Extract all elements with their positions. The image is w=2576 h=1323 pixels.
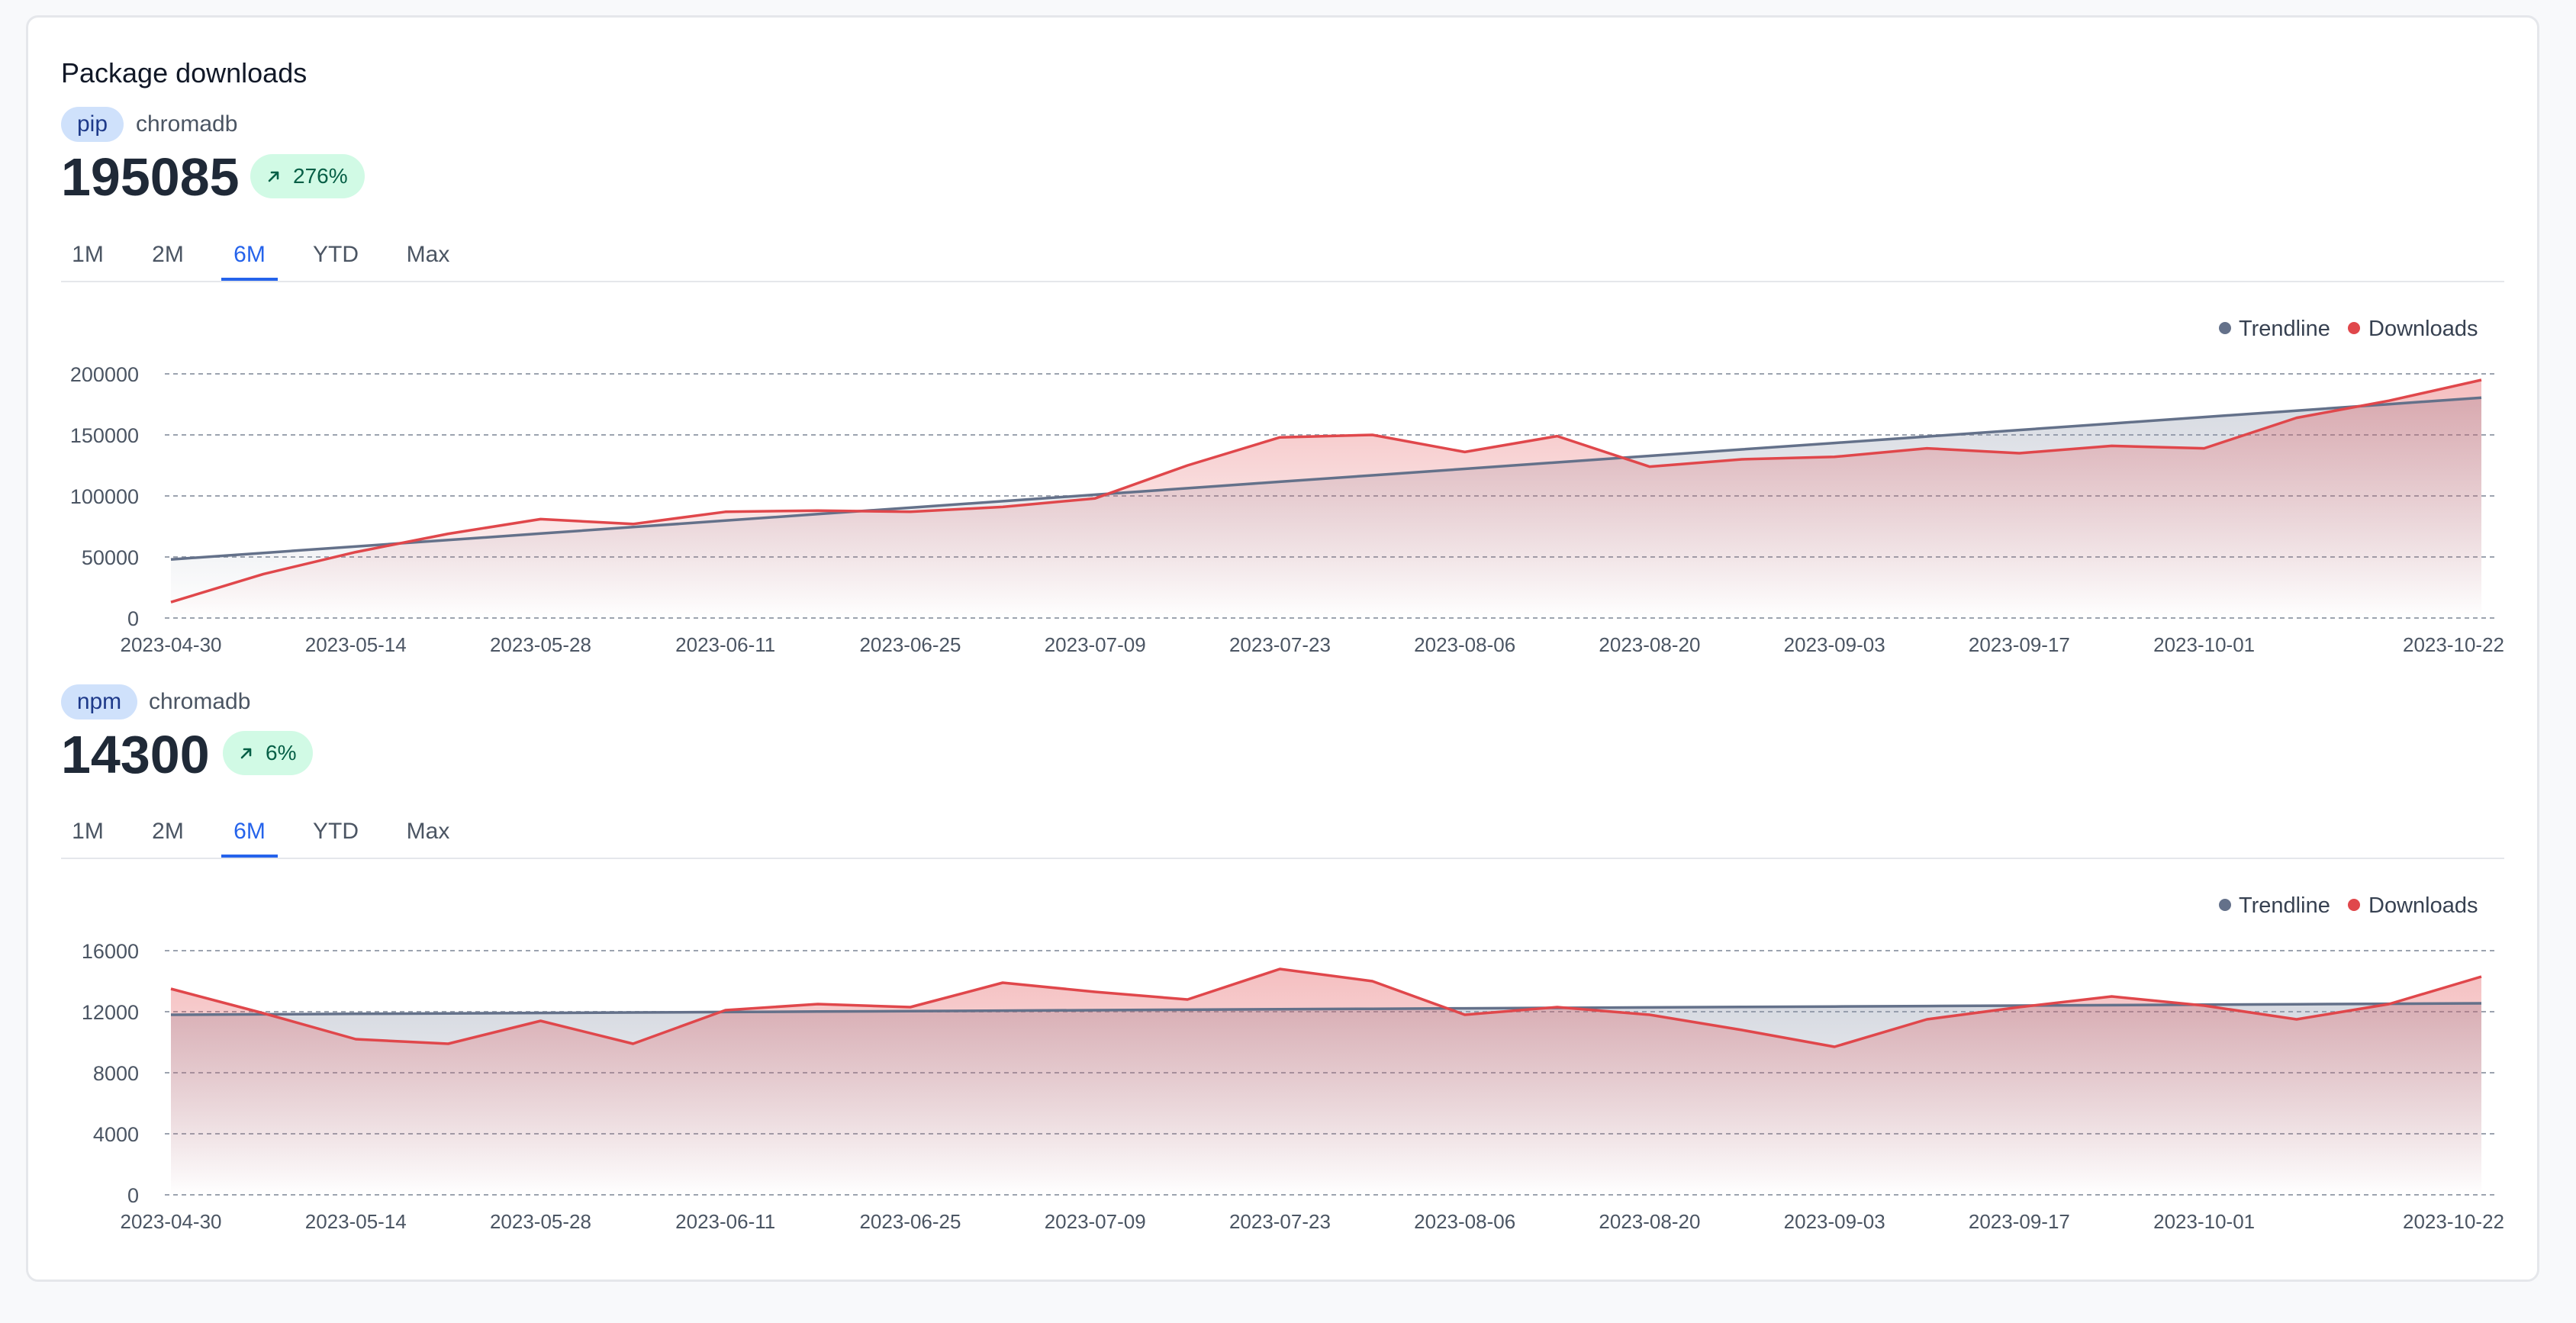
downloads-series-line (170, 967, 2482, 1048)
x-tick-label: 2023-04-30 (121, 1210, 222, 1233)
tab-1m[interactable]: 1M (72, 242, 104, 267)
legend-trendline-marker (2219, 322, 2231, 334)
change-value: 276% (293, 164, 348, 188)
change-value: 6% (266, 741, 297, 765)
change-badge: 6% (223, 731, 314, 775)
x-tick-label: 2023-05-28 (490, 633, 591, 656)
x-tick-label: 2023-07-09 (1045, 1210, 1146, 1233)
downloads-series-line (170, 378, 2482, 604)
package-name: chromadb (149, 689, 251, 714)
y-tick-label: 100000 (70, 485, 139, 508)
legend-downloads-label: Downloads (2368, 893, 2478, 918)
total-downloads: 14300 (61, 725, 210, 784)
x-tick-label: 2023-09-03 (1784, 1210, 1885, 1233)
downloads-area (171, 969, 2481, 1195)
legend-downloads-marker (2348, 322, 2360, 334)
arrow-up-right-icon (240, 748, 252, 759)
x-tick-label: 2023-08-06 (1414, 1210, 1515, 1233)
legend-downloads-marker (2348, 899, 2360, 911)
x-tick-label: 2023-06-11 (675, 1210, 775, 1233)
chart-npm-downloads: 0 4000 8000 12000 16000 2023-04-30 2023-05-14 2… (82, 893, 2504, 1233)
legend-trendline-marker (2219, 899, 2231, 911)
x-tick-label: 2023-05-14 (305, 1210, 407, 1233)
x-tick-label: 2023-06-25 (859, 1210, 961, 1233)
tab-1m[interactable]: 1M (72, 819, 104, 844)
legend-trendline-label: Trendline (2239, 893, 2330, 918)
x-tick-label: 2023-07-23 (1229, 633, 1331, 656)
x-tick-label: 2023-08-20 (1599, 633, 1700, 656)
package-name: chromadb (136, 111, 238, 137)
x-tick-label: 2023-05-14 (305, 633, 407, 656)
tab-6m[interactable]: 6M (221, 230, 278, 281)
range-tabs: 1M 2M 6M YTD Max (61, 807, 2504, 859)
x-tick-label: 2023-10-01 (2153, 633, 2255, 656)
trendline-series-line (170, 1002, 2482, 1016)
y-tick-label: 16000 (82, 940, 139, 963)
y-tick-label: 8000 (93, 1062, 139, 1085)
x-tick-label: 2023-04-30 (121, 633, 222, 656)
x-tick-label: 2023-10-22 (2403, 1210, 2504, 1233)
x-tick-label: 2023-09-17 (1969, 633, 2070, 656)
tab-max[interactable]: Max (406, 819, 450, 844)
tab-ytd[interactable]: YTD (313, 242, 359, 267)
tab-2m[interactable]: 2M (152, 242, 184, 267)
legend-trendline-label: Trendline (2239, 317, 2330, 341)
y-tick-label: 4000 (93, 1123, 139, 1146)
x-tick-label: 2023-10-22 (2403, 633, 2504, 656)
range-tabs: 1M 2M 6M YTD Max (61, 230, 2504, 282)
y-tick-label: 200000 (70, 363, 139, 386)
y-tick-label: 12000 (82, 1001, 139, 1024)
y-tick-label: 50000 (82, 546, 139, 569)
trendline-series-line (170, 396, 2482, 561)
total-downloads: 195085 (61, 147, 240, 207)
x-tick-label: 2023-08-20 (1599, 1210, 1700, 1233)
x-tick-label: 2023-10-01 (2153, 1210, 2255, 1233)
tab-6m[interactable]: 6M (221, 807, 278, 858)
x-tick-label: 2023-08-06 (1414, 633, 1515, 656)
x-tick-label: 2023-09-17 (1969, 1210, 2070, 1233)
change-badge: 276% (250, 154, 365, 198)
legend-downloads-label: Downloads (2368, 317, 2478, 341)
chart-pip-downloads: 0 50000 100000 150000 200000 2023-04-30 2023-0… (70, 317, 2504, 656)
y-tick-label: 0 (127, 1184, 139, 1207)
downloads-area (171, 380, 2481, 618)
x-tick-label: 2023-05-28 (490, 1210, 591, 1233)
x-tick-label: 2023-07-23 (1229, 1210, 1331, 1233)
registry-pill: npm (61, 684, 137, 719)
card-title: Package downloads (61, 57, 308, 89)
registry-pill: pip (61, 107, 124, 142)
tab-ytd[interactable]: YTD (313, 819, 359, 844)
tab-2m[interactable]: 2M (152, 819, 184, 844)
tab-max[interactable]: Max (406, 242, 450, 267)
y-tick-label: 150000 (70, 424, 139, 447)
x-tick-label: 2023-07-09 (1045, 633, 1146, 656)
y-tick-label: 0 (127, 607, 139, 630)
x-tick-label: 2023-06-25 (859, 633, 961, 656)
x-tick-label: 2023-06-11 (675, 633, 775, 656)
x-tick-label: 2023-09-03 (1784, 633, 1885, 656)
arrow-up-right-icon (268, 171, 279, 182)
